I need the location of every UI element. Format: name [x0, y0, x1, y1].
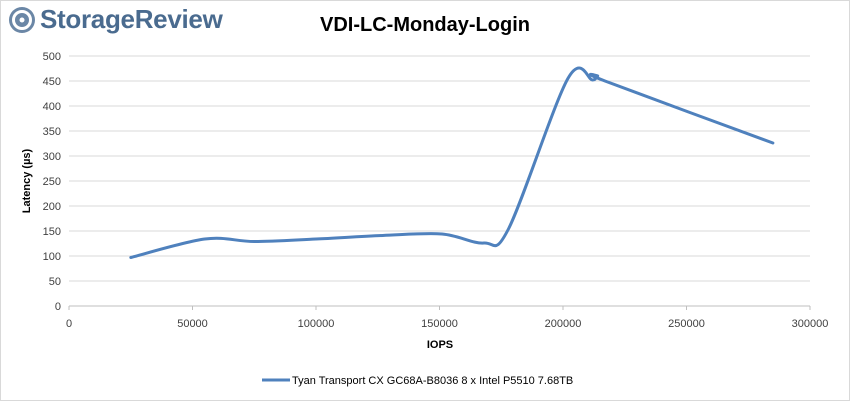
brand-logo: StorageReview: [8, 4, 223, 35]
y-tick-label: 450: [43, 76, 61, 88]
x-axis-title: IOPS: [427, 339, 453, 351]
x-tick-label: 0: [66, 318, 72, 330]
brand-name: StorageReview: [40, 4, 223, 34]
y-tick-label: 300: [43, 151, 61, 163]
series-line: [129, 66, 775, 259]
x-tick-label: 300000: [792, 318, 829, 330]
x-tick-label: 50000: [177, 318, 208, 330]
x-tick-label: 200000: [545, 318, 582, 330]
series-lines: [129, 66, 775, 259]
x-tick-label: 250000: [668, 318, 705, 330]
y-tick-label: 250: [43, 176, 61, 188]
x-tick-label: 100000: [298, 318, 335, 330]
legend-label: Tyan Transport CX GC68A-B8036 8 x Intel …: [292, 375, 573, 387]
y-tick-label: 150: [43, 226, 61, 238]
y-tick-label: 100: [43, 251, 61, 263]
x-tick-labels: 0 50000 100000 150000 200000 250000 300000: [66, 318, 828, 330]
y-tick-label: 50: [49, 276, 61, 288]
y-axis-title: Latency (µs): [21, 148, 33, 213]
y-tick-label: 350: [43, 126, 61, 138]
y-tick-labels: 0 50 100 150 200 250 300 350 400 450 500: [43, 51, 61, 313]
y-tick-label: 500: [43, 51, 61, 63]
storagereview-logo-icon: [9, 6, 35, 33]
legend: Tyan Transport CX GC68A-B8036 8 x Intel …: [262, 375, 573, 387]
y-tick-label: 200: [43, 201, 61, 213]
x-tick-label: 150000: [421, 318, 458, 330]
chart-title: VDI-LC-Monday-Login: [320, 14, 530, 36]
y-tick-label: 400: [43, 101, 61, 113]
y-tick-label: 0: [55, 301, 61, 313]
gridlines: [68, 55, 811, 310]
